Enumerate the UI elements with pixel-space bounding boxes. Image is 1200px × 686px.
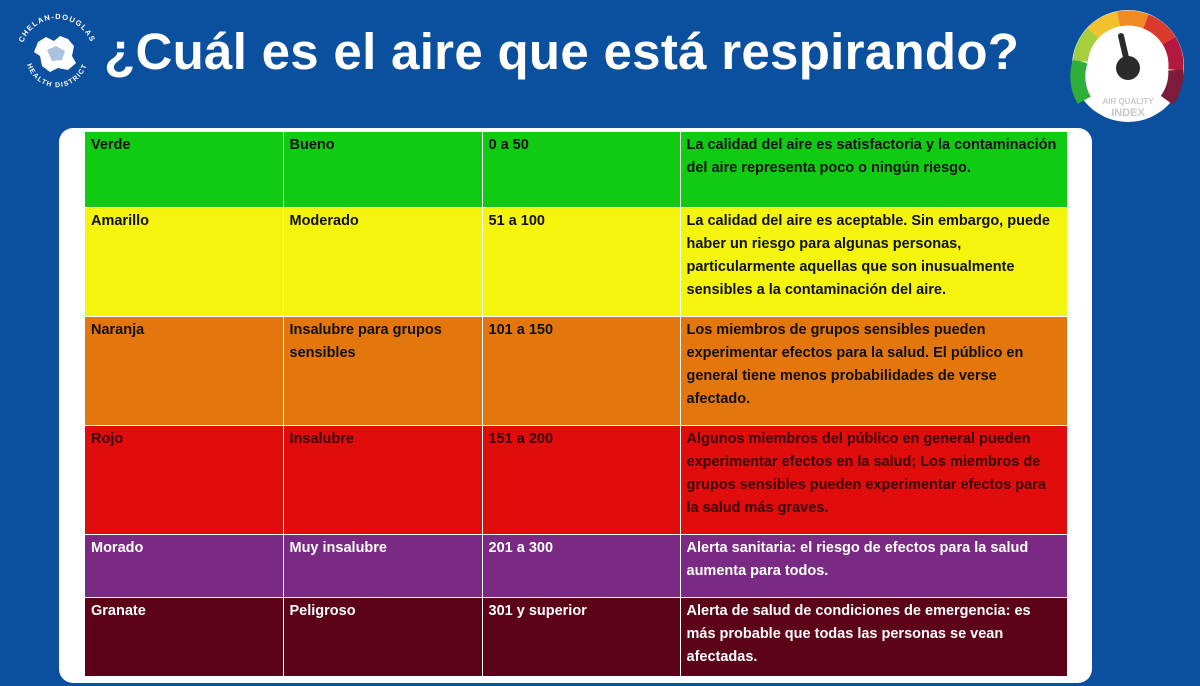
description-cell: La calidad del aire es aceptable. Sin em… (680, 207, 1067, 317)
aqi-row-naranja: Naranja Insalubre para grupos sensibles … (85, 316, 1067, 426)
description-cell: Algunos miembros del público en general … (680, 425, 1067, 535)
aqi-row-granate: Granate Peligroso 301 y superior Alerta … (85, 597, 1067, 676)
aqi-table: Verde Bueno 0 a 50 La calidad del aire e… (85, 132, 1067, 676)
page-title: ¿Cuál es el aire que está respirando? (104, 23, 1020, 80)
color-cell: Rojo (85, 425, 284, 535)
level-cell: Peligroso (283, 597, 483, 676)
svg-text:AIR QUALITY: AIR QUALITY (1102, 97, 1154, 106)
range-cell: 301 y superior (482, 597, 681, 676)
range-cell: 0 a 50 (482, 132, 681, 208)
color-cell: Verde (85, 132, 284, 208)
level-cell: Bueno (283, 132, 483, 208)
range-cell: 51 a 100 (482, 207, 681, 317)
description-cell: Alerta de salud de condiciones de emerge… (680, 597, 1067, 676)
aqi-row-verde: Verde Bueno 0 a 50 La calidad del aire e… (85, 132, 1067, 208)
air-quality-gauge: AIR QUALITY INDEX (1064, 6, 1192, 126)
color-cell: Granate (85, 597, 284, 676)
aqi-row-morado: Morado Muy insalubre 201 a 300 Alerta sa… (85, 534, 1067, 598)
description-cell: Alerta sanitaria: el riesgo de efectos p… (680, 534, 1067, 598)
chelan-douglas-health-district-logo: CHELAN-DOUGLAS HEALTH DISTRICT (17, 12, 97, 89)
range-cell: 151 a 200 (482, 425, 681, 535)
air-quality-index-gauge-icon: AIR QUALITY INDEX (1070, 10, 1184, 122)
description-cell: Los miembros de grupos sensibles pueden … (680, 316, 1067, 426)
color-cell: Morado (85, 534, 284, 598)
health-district-logo: CHELAN-DOUGLAS HEALTH DISTRICT (10, 8, 105, 103)
level-cell: Insalubre (283, 425, 483, 535)
svg-text:INDEX: INDEX (1111, 107, 1145, 119)
color-cell: Amarillo (85, 207, 284, 317)
aqi-row-amarillo: Amarillo Moderado 51 a 100 La calidad de… (85, 207, 1067, 317)
range-cell: 101 a 150 (482, 316, 681, 426)
color-cell: Naranja (85, 316, 284, 426)
aqi-row-rojo: Rojo Insalubre 151 a 200 Algunos miembro… (85, 425, 1067, 535)
level-cell: Muy insalubre (283, 534, 483, 598)
level-cell: Insalubre para grupos sensibles (283, 316, 483, 426)
level-cell: Moderado (283, 207, 483, 317)
description-cell: La calidad del aire es satisfactoria y l… (680, 132, 1067, 208)
range-cell: 201 a 300 (482, 534, 681, 598)
